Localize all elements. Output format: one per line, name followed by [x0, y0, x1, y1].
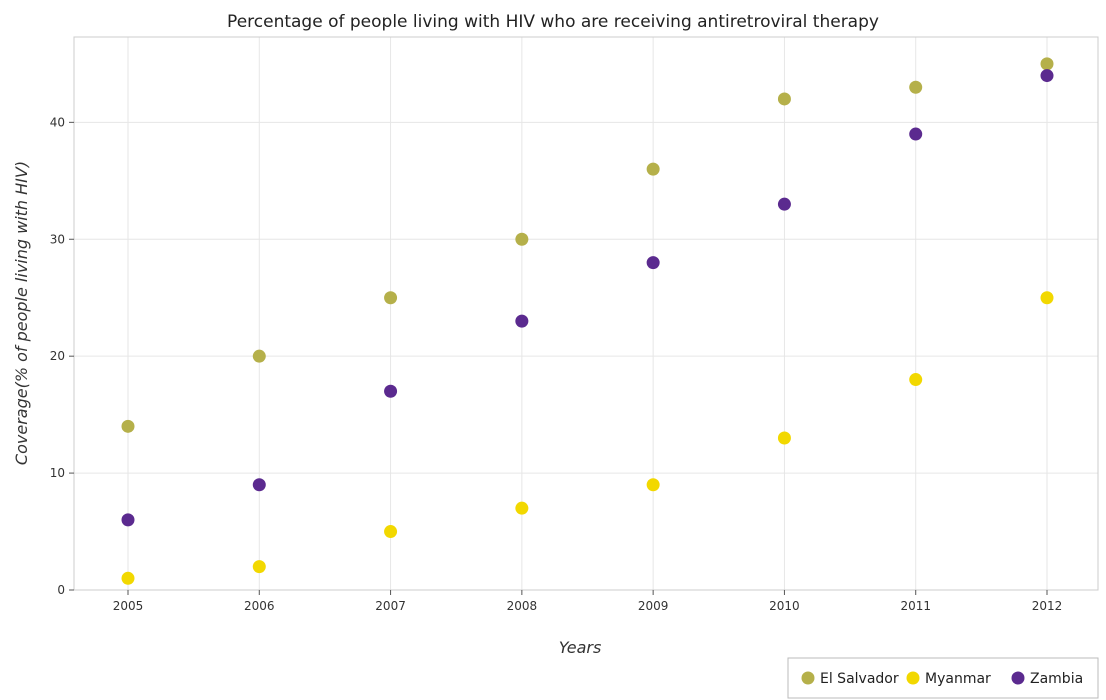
- myanmar-point: [1040, 291, 1054, 305]
- zambia-point: [777, 197, 791, 211]
- myanmar-point: [252, 560, 266, 574]
- myanmar-point: [646, 478, 660, 492]
- legend-label-el-salvador: El Salvador: [820, 671, 899, 687]
- y-tick-labels: 0 10 20 30 40: [50, 115, 74, 597]
- y-tick-label: 30: [50, 232, 65, 246]
- legend-label-zambia: Zambia: [1030, 671, 1083, 687]
- el-salvador-point: [515, 232, 529, 246]
- x-axis-label: Years: [559, 638, 602, 657]
- data-points: [121, 57, 1054, 585]
- el-salvador-point: [777, 92, 791, 106]
- myanmar-point: [909, 373, 923, 387]
- zambia-point: [909, 127, 923, 141]
- plot-area: [73, 36, 1099, 591]
- legend-marker-zambia: [1011, 671, 1025, 685]
- y-axis-label: Coverage(% of people living with HIV): [12, 161, 31, 465]
- y-tick-label: 40: [50, 115, 65, 129]
- chart-title: Percentage of people living with HIV who…: [227, 12, 879, 32]
- el-salvador-point: [909, 80, 923, 94]
- legend-label-myanmar: Myanmar: [925, 671, 991, 687]
- myanmar-point: [384, 525, 398, 539]
- zambia-point: [121, 513, 135, 527]
- legend: El Salvador Myanmar Zambia: [787, 657, 1099, 699]
- el-salvador-point: [1040, 57, 1054, 71]
- y-tick-label: 10: [50, 466, 65, 480]
- legend-box: [787, 657, 1099, 699]
- x-tick-label: 2012: [1032, 599, 1063, 613]
- x-tick-label: 2006: [244, 599, 275, 613]
- zambia-point: [384, 384, 398, 398]
- y-tick-label: 0: [57, 583, 65, 597]
- x-tick-label: 2009: [638, 599, 669, 613]
- x-tick-label: 2005: [113, 599, 144, 613]
- myanmar-point: [515, 501, 529, 515]
- legend-marker-myanmar: [906, 671, 920, 685]
- myanmar-point: [777, 431, 791, 445]
- x-tick-labels: 2005 2006 2007 2008 2009 2010 2011 2012: [113, 590, 1063, 613]
- x-tick-label: 2007: [375, 599, 406, 613]
- x-tick-label: 2010: [769, 599, 800, 613]
- el-salvador-point: [384, 291, 398, 305]
- legend-marker-el-salvador: [801, 671, 815, 685]
- el-salvador-point: [252, 349, 266, 363]
- zambia-point: [515, 314, 529, 328]
- gridlines: [74, 37, 1098, 591]
- myanmar-point: [121, 571, 135, 585]
- el-salvador-point: [121, 419, 135, 433]
- x-tick-label: 2011: [900, 599, 931, 613]
- x-tick-label: 2008: [507, 599, 538, 613]
- el-salvador-point: [646, 162, 660, 176]
- zambia-point: [252, 478, 266, 492]
- y-tick-label: 20: [50, 349, 65, 363]
- zambia-point: [1040, 69, 1054, 83]
- zambia-point: [646, 256, 660, 270]
